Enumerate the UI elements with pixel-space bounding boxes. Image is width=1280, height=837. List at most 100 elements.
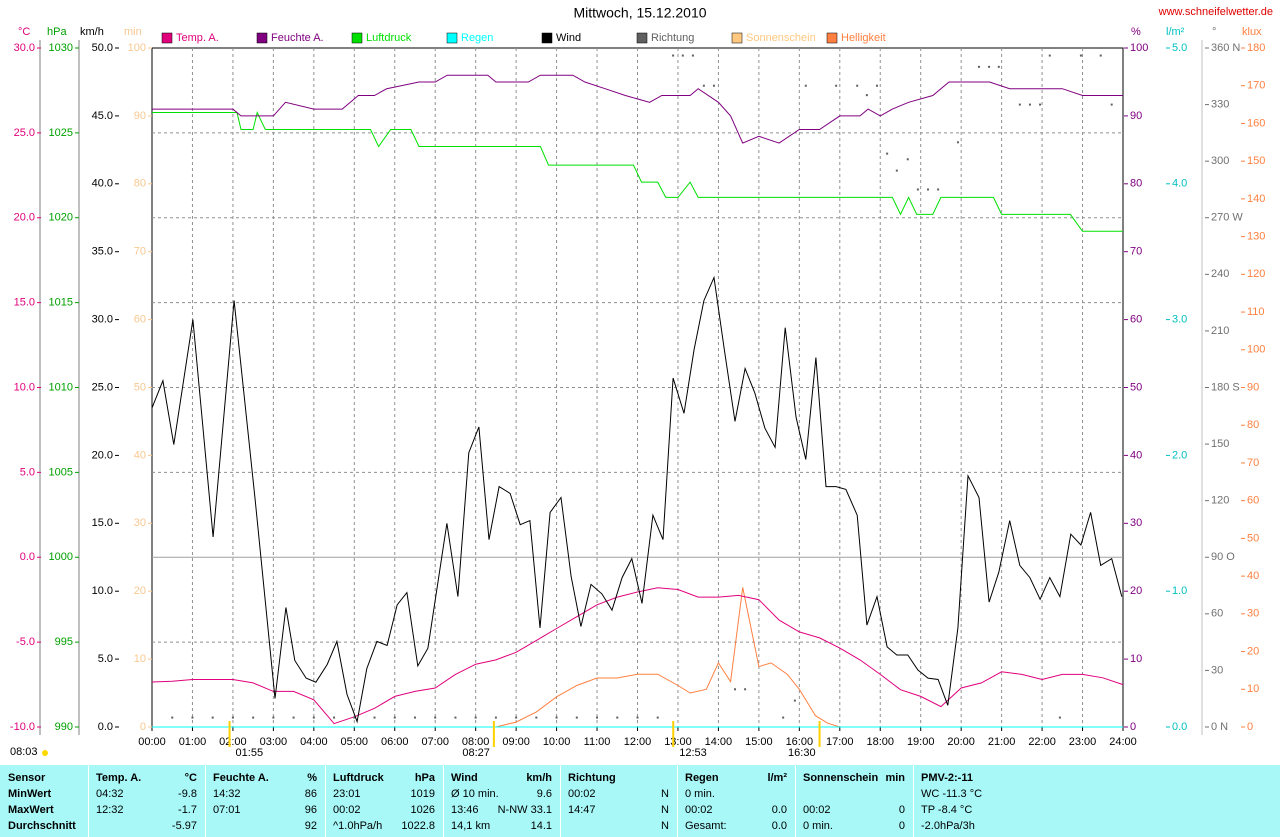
table-cell: Temp. A.: [96, 772, 142, 784]
y-tick-label: 30: [1247, 608, 1259, 620]
y-tick-label: 15.0: [14, 297, 35, 309]
table-cell: 00:02: [568, 788, 596, 800]
y-tick-label: 270 W: [1211, 212, 1243, 224]
y-tick-label: 0: [1247, 721, 1253, 733]
column-separator: [560, 765, 561, 837]
y-tick-label: 120: [1247, 268, 1265, 280]
table-cell: 14,1 km: [451, 820, 491, 832]
x-tick-label: 13:00: [664, 736, 692, 748]
direction-dot: [916, 188, 919, 191]
legend-label: Richtung: [651, 32, 694, 44]
table-cell: -1.7: [178, 804, 197, 816]
direction-dot: [1079, 54, 1082, 57]
column-separator: [88, 765, 89, 837]
direction-dot: [454, 716, 457, 719]
column-separator: [677, 765, 678, 837]
table-cell: 07:01: [213, 804, 241, 816]
table-cell: Feuchte A.: [213, 772, 269, 784]
table-cell: PMV-2:-11: [921, 772, 973, 784]
column-separator: [913, 765, 914, 837]
table-cell: 92: [304, 820, 317, 832]
legend-swatch: [731, 32, 743, 44]
axis-unit: min: [124, 26, 142, 38]
y-tick-label: 10: [134, 653, 146, 665]
y-tick-label: 90: [1247, 381, 1259, 393]
direction-dot: [681, 54, 684, 57]
axis-unit: l/m²: [1166, 26, 1185, 38]
x-tick-label: 10:00: [543, 736, 571, 748]
y-tick-label: 130: [1247, 231, 1265, 243]
direction-dot: [804, 84, 807, 87]
y-tick-label: 5.0: [20, 466, 35, 478]
direction-dot: [691, 54, 694, 57]
y-tick-label: 1000: [49, 551, 73, 563]
table-cell: 1022.8: [401, 820, 435, 832]
x-tick-label: 02:00: [219, 736, 247, 748]
direction-dot: [575, 716, 578, 719]
table-cell: 12:32: [96, 804, 124, 816]
axis-unit: %: [1131, 26, 1141, 38]
direction-dot: [393, 716, 396, 719]
table-cell: -9.8: [178, 788, 197, 800]
axis-unit: klux: [1242, 26, 1262, 38]
legend-swatch: [161, 32, 173, 44]
y-tick-label: 60: [1211, 608, 1223, 620]
y-tick-label: 3.0: [1172, 314, 1187, 326]
direction-dot: [555, 716, 558, 719]
direction-dot: [876, 84, 879, 87]
legend-swatch: [541, 32, 553, 44]
table-cell: 13:46: [451, 804, 479, 816]
y-tick-label: 25.0: [14, 127, 35, 139]
table-cell: 0 min.: [803, 820, 833, 832]
direction-dot: [672, 54, 675, 57]
y-tick-label: 30: [134, 517, 146, 529]
direction-dot: [515, 716, 518, 719]
y-tick-label: 110: [1247, 306, 1265, 318]
y-tick-label: 35.0: [92, 246, 113, 258]
y-tick-label: 1030: [49, 42, 73, 54]
axis-unit: °C: [18, 26, 30, 38]
table-cell: Gesamt:: [685, 820, 727, 832]
y-tick-label: 40.0: [92, 178, 113, 190]
direction-dot: [474, 716, 477, 719]
y-tick-label: 210: [1211, 325, 1229, 337]
direction-dot: [353, 716, 356, 719]
y-tick-label: 995: [55, 636, 73, 648]
table-cell: Richtung: [568, 772, 616, 784]
direction-dot: [702, 84, 705, 87]
y-tick-label: 160: [1247, 117, 1265, 129]
legend-swatch: [826, 32, 838, 44]
y-tick-label: 50: [1247, 532, 1259, 544]
table-cell: Regen: [685, 772, 719, 784]
direction-dot: [1058, 716, 1061, 719]
y-tick-label: 0.0: [20, 551, 35, 563]
y-tick-label: 20.0: [92, 449, 113, 461]
y-tick-label: 1010: [49, 381, 73, 393]
x-tick-label: 14:00: [705, 736, 733, 748]
table-cell: °C: [184, 772, 197, 784]
direction-dot: [977, 65, 980, 68]
y-tick-label: 90: [1130, 110, 1142, 122]
table-cell: 00:02: [685, 804, 713, 816]
x-tick-label: 22:00: [1028, 736, 1056, 748]
column-separator: [205, 765, 206, 837]
y-tick-label: 50: [134, 381, 146, 393]
y-tick-label: 80: [1130, 178, 1142, 190]
table-cell: 0.0: [771, 804, 787, 816]
series-line: [151, 587, 1124, 725]
x-tick-label: 06:00: [381, 736, 409, 748]
y-tick-label: 60: [1130, 314, 1142, 326]
direction-dot: [956, 141, 959, 144]
legend-swatch: [446, 32, 458, 44]
y-tick-label: 40: [1130, 449, 1142, 461]
column-separator: [325, 765, 326, 837]
x-tick-label: 16:00: [786, 736, 814, 748]
direction-dot: [231, 716, 234, 719]
table-cell: MinWert: [8, 788, 52, 800]
y-tick-label: 10: [1247, 683, 1259, 695]
y-tick-label: 180: [1247, 42, 1265, 54]
x-tick-label: 18:00: [866, 736, 894, 748]
y-tick-label: 240: [1211, 268, 1229, 280]
table-cell: 14:47: [568, 804, 596, 816]
x-tick-label: 15:00: [745, 736, 773, 748]
